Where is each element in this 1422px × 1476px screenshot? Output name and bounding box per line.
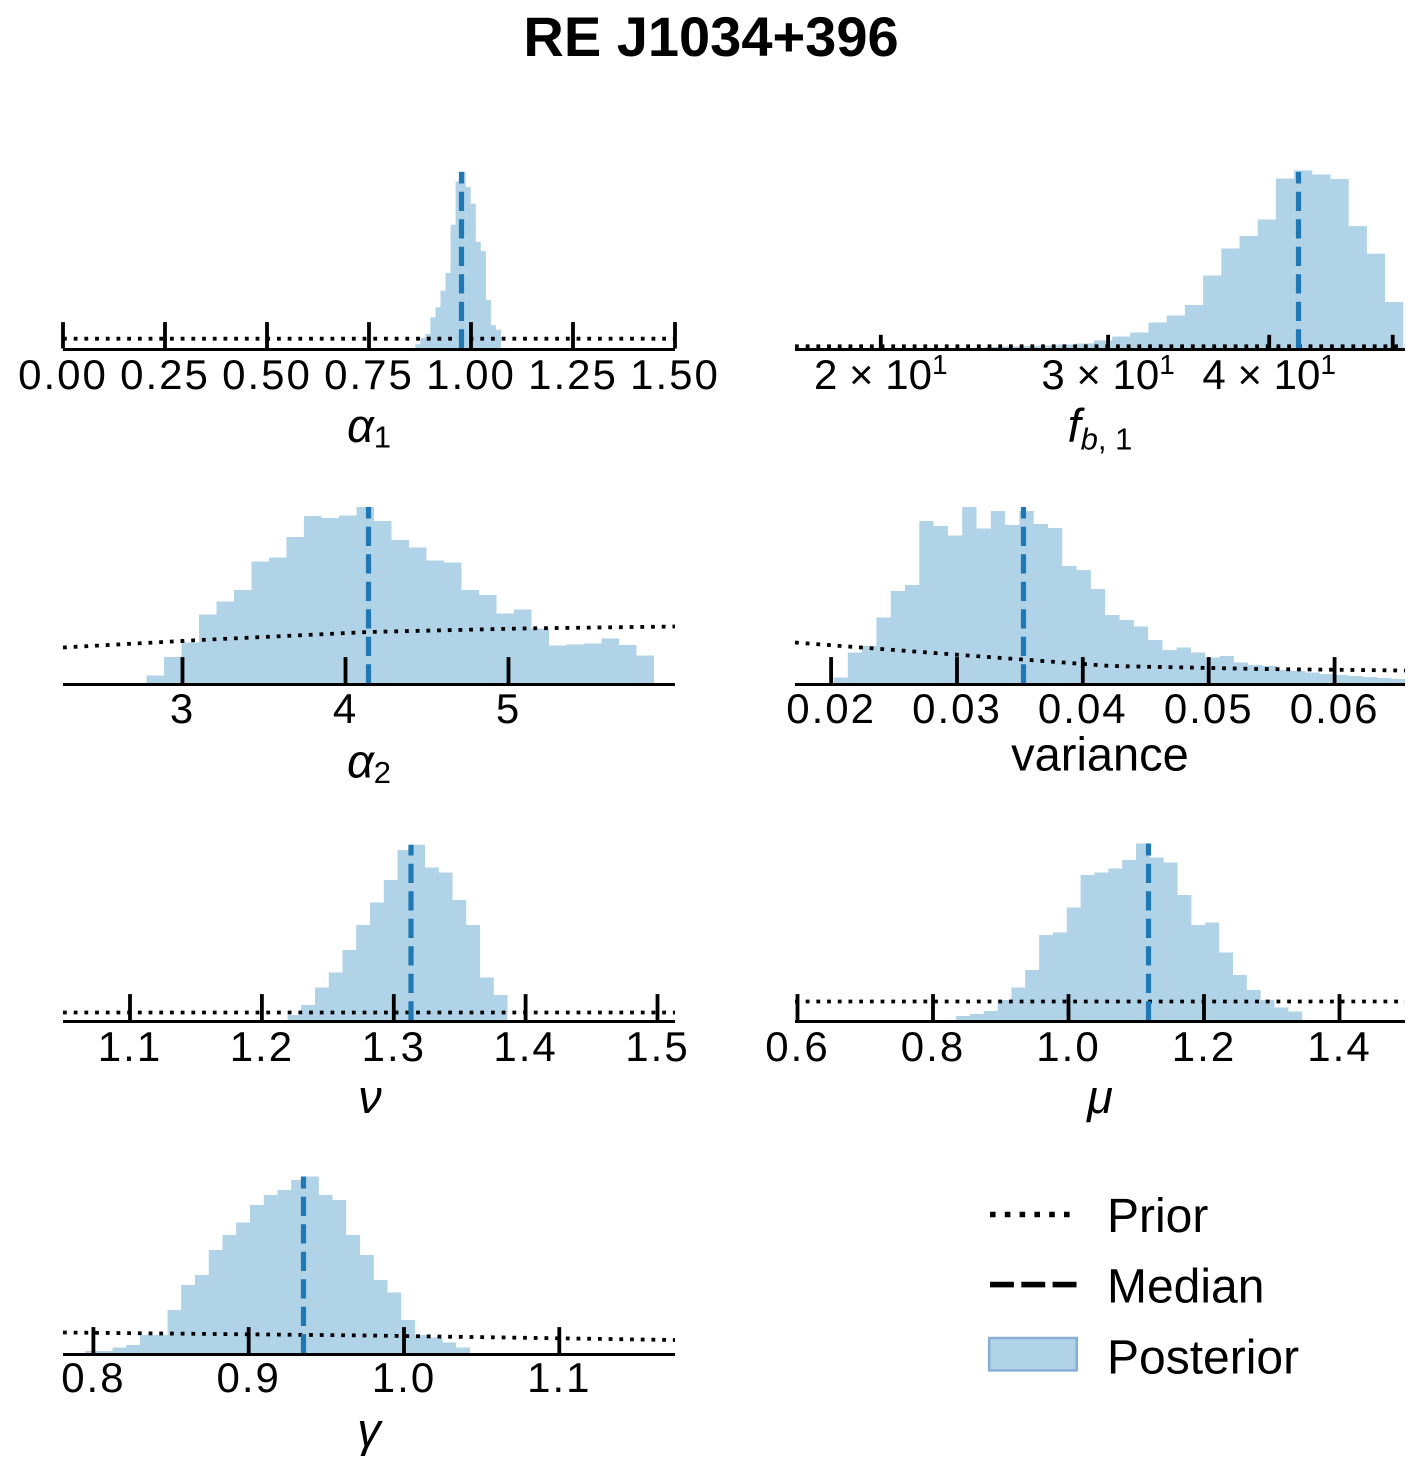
- svg-text:1.5: 1.5: [625, 1023, 689, 1070]
- svg-text:4: 4: [333, 685, 358, 732]
- svg-text:0.8: 0.8: [901, 1023, 965, 1070]
- svg-text:0.50: 0.50: [222, 351, 312, 398]
- svg-text:α1: α1: [347, 399, 391, 455]
- svg-text:5: 5: [496, 685, 521, 732]
- svg-text:ν: ν: [358, 1070, 382, 1123]
- svg-text:variance: variance: [1011, 728, 1189, 781]
- svg-text:Prior: Prior: [1107, 1190, 1208, 1243]
- svg-text:1.0: 1.0: [372, 1354, 436, 1401]
- svg-text:1.4: 1.4: [493, 1023, 557, 1070]
- svg-text:4 × 101: 4 × 101: [1202, 349, 1336, 398]
- svg-text:0.04: 0.04: [1038, 685, 1128, 732]
- svg-text:1.3: 1.3: [362, 1023, 426, 1070]
- svg-text:1.0: 1.0: [1036, 1023, 1100, 1070]
- svg-text:2 × 101: 2 × 101: [814, 349, 948, 398]
- svg-text:1.25: 1.25: [528, 351, 618, 398]
- svg-text:1.2: 1.2: [230, 1023, 294, 1070]
- svg-text:0.00: 0.00: [18, 351, 108, 398]
- svg-text:3: 3: [170, 685, 195, 732]
- svg-text:1.50: 1.50: [630, 351, 720, 398]
- svg-text:0.03: 0.03: [912, 685, 1002, 732]
- svg-text:0.8: 0.8: [61, 1354, 125, 1401]
- svg-text:RE J1034+396: RE J1034+396: [523, 5, 898, 68]
- svg-text:0.6: 0.6: [765, 1023, 829, 1070]
- svg-text:1.2: 1.2: [1172, 1023, 1236, 1070]
- svg-text:3 × 101: 3 × 101: [1041, 349, 1175, 398]
- svg-text:1.00: 1.00: [426, 351, 516, 398]
- svg-text:Median: Median: [1107, 1261, 1264, 1314]
- svg-text:0.25: 0.25: [120, 351, 210, 398]
- svg-text:0.75: 0.75: [324, 351, 414, 398]
- svg-text:0.02: 0.02: [786, 685, 876, 732]
- svg-text:1.1: 1.1: [527, 1354, 591, 1401]
- svg-text:0.9: 0.9: [217, 1354, 281, 1401]
- svg-text:0.06: 0.06: [1290, 685, 1380, 732]
- svg-text:Posterior: Posterior: [1107, 1331, 1299, 1384]
- svg-text:1.4: 1.4: [1307, 1023, 1371, 1070]
- svg-text:1.1: 1.1: [98, 1023, 162, 1070]
- svg-text:0.05: 0.05: [1164, 685, 1254, 732]
- svg-text:γ: γ: [357, 1403, 383, 1456]
- svg-text:μ: μ: [1086, 1070, 1113, 1123]
